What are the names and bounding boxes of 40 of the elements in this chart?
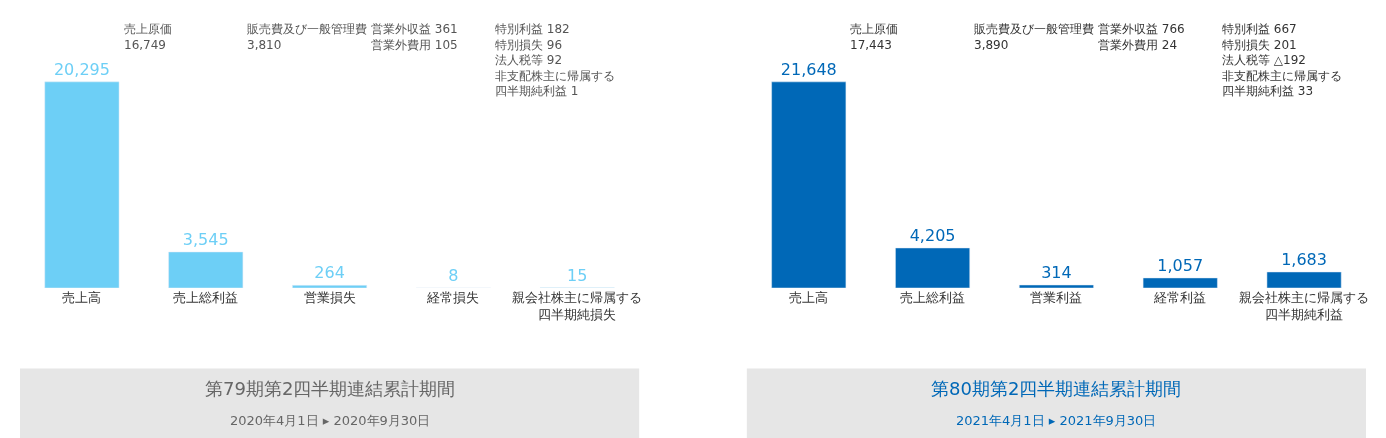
x-tick-label: 経常損失 bbox=[426, 290, 480, 305]
text: 販売費及び一般管理費 3,890 bbox=[974, 22, 1094, 52]
x-tick-label: 親会社株主に帰属する四半期純損失 bbox=[512, 290, 643, 322]
text: 第80期第2四半期連結累計期間 bbox=[931, 378, 1182, 399]
data-label: 15 bbox=[567, 265, 588, 285]
bar bbox=[1142, 277, 1218, 288]
x-tick-label: 営業利益 bbox=[1030, 290, 1083, 305]
text: 営業外収益 361 営業外費用 105 bbox=[371, 22, 458, 52]
text: 売上原価 16,749 bbox=[124, 22, 172, 52]
data-label: 4,205 bbox=[909, 225, 956, 245]
text: 2021年4月1日 ▸ 2021年9月30日 bbox=[956, 413, 1157, 428]
text: 販売費及び一般管理費 3,810 bbox=[247, 22, 367, 52]
text: 売上原価 17,443 bbox=[850, 22, 898, 52]
x-tick-label: 売上総利益 bbox=[173, 290, 239, 305]
data-label: 1,057 bbox=[1157, 255, 1204, 275]
x-tick-label: 親会社株主に帰属する四半期純利益 bbox=[1239, 290, 1370, 322]
x-tick-label: 営業損失 bbox=[303, 290, 356, 305]
x-tick-label: 売上高 bbox=[62, 290, 102, 305]
bar bbox=[1019, 284, 1094, 288]
data-label: 21,648 bbox=[780, 59, 837, 79]
bar bbox=[1266, 271, 1342, 288]
data-label: 3,545 bbox=[182, 229, 229, 249]
bar bbox=[292, 285, 367, 288]
data-label: 264 bbox=[314, 263, 345, 283]
data-label: 314 bbox=[1041, 263, 1072, 283]
data-label: 8 bbox=[448, 265, 459, 285]
text: 営業外収益 766 営業外費用 24 bbox=[1098, 22, 1185, 52]
annotation: 特別利益 667 特別損失 201 法人税等 △192 非支配株主に帰属する四半期純利益 33 bbox=[1222, 22, 1342, 99]
text: 2020年4月1日 ▸ 2020年9月30日 bbox=[230, 413, 431, 428]
bar bbox=[771, 81, 847, 288]
text: 第79期第2四半期連結累計期間 bbox=[205, 378, 456, 399]
x-tick-label: 売上総利益 bbox=[900, 290, 966, 305]
bar bbox=[44, 81, 120, 288]
x-tick-label: 売上高 bbox=[789, 290, 829, 305]
bar bbox=[168, 251, 244, 288]
annotation: 特別利益 182 特別損失 96 法人税等 92 非支配株主に帰属する四半期純利益 1 bbox=[495, 22, 615, 99]
data-label: 1,683 bbox=[1281, 249, 1327, 269]
x-tick-label: 経常利益 bbox=[1153, 290, 1207, 305]
data-label: 20,295 bbox=[53, 59, 110, 79]
bar bbox=[895, 247, 970, 288]
